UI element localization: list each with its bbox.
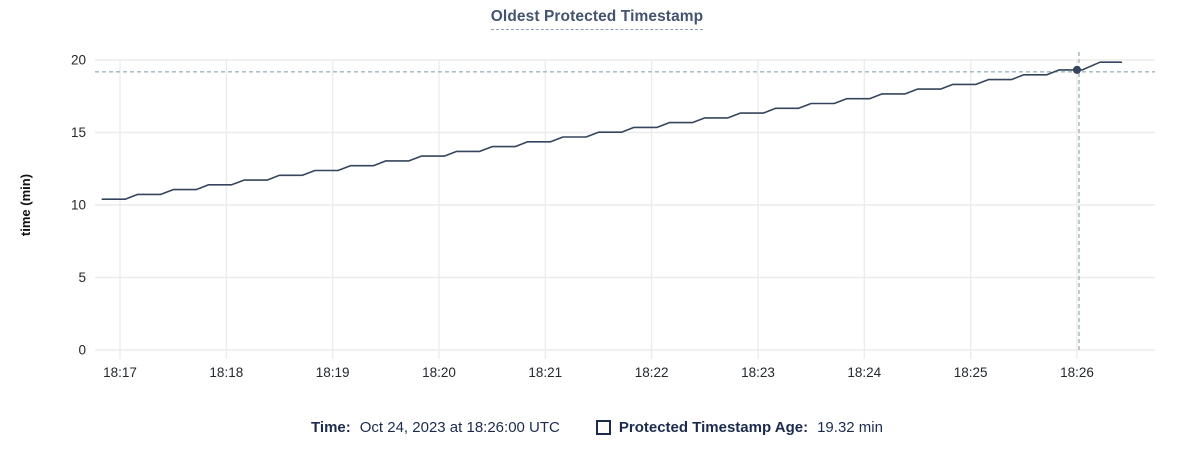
chart-title[interactable]: Oldest Protected Timestamp (490, 8, 704, 30)
legend-series-value: 19.32 min (817, 419, 883, 436)
x-tick-label: 18:18 (209, 365, 243, 380)
y-tick-label: 15 (71, 125, 86, 140)
legend-time-label: Time: (311, 419, 351, 436)
y-axis-title: time (min) (18, 174, 33, 236)
x-tick-label: 18:23 (741, 365, 775, 380)
x-tick-label: 18:20 (422, 365, 456, 380)
y-tick-label: 20 (71, 53, 86, 68)
x-tick-label: 18:22 (635, 365, 669, 380)
x-tick-label: 18:21 (528, 365, 562, 380)
x-tick-label: 18:17 (103, 365, 137, 380)
legend-series-label[interactable]: Protected Timestamp Age: (618, 419, 809, 436)
y-tick-label: 0 (78, 343, 86, 358)
x-tick-label: 18:25 (954, 365, 988, 380)
legend-time-value: Oct 24, 2023 at 18:26:00 UTC (359, 419, 560, 436)
x-tick-label: 18:19 (316, 365, 350, 380)
series-toggle-checkbox[interactable] (595, 420, 611, 435)
x-tick-label: 18:26 (1060, 365, 1094, 380)
x-tick-label: 18:24 (847, 365, 881, 380)
series-line (101, 61, 1123, 200)
y-tick-label: 5 (78, 270, 86, 285)
chart-legend: Time: Oct 24, 2023 at 18:26:00 UTC Prote… (0, 419, 1194, 436)
y-tick-label: 10 (71, 198, 86, 213)
hover-dot (1072, 65, 1081, 74)
chart-title-row: Oldest Protected Timestamp (0, 8, 1194, 30)
